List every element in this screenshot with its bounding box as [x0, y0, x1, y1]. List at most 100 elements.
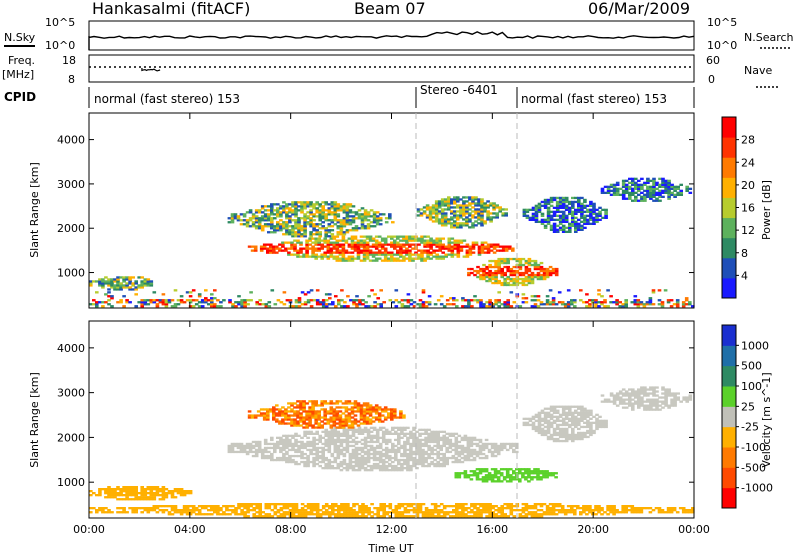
- power-scatter-cell: [483, 210, 487, 213]
- power-scatter-cell: [649, 191, 653, 194]
- velocity-scatter-cell: [372, 446, 377, 450]
- velocity-scatter-cell: [354, 456, 359, 460]
- velocity-scatter-cell: [158, 498, 163, 501]
- velocity-scatter-cell: [412, 428, 416, 431]
- power-scatter-cell: [634, 185, 638, 188]
- power-scatter-cell: [485, 305, 489, 308]
- velocity-scatter-cell: [351, 469, 356, 472]
- power-scatter-cell: [333, 215, 338, 218]
- power-scatter-cell: [477, 202, 481, 205]
- power-scatter-cell: [667, 197, 671, 200]
- power-scatter-cell: [509, 277, 514, 281]
- power-scatter-cell: [365, 245, 370, 248]
- velocity-scatter-cell: [381, 458, 386, 462]
- velocity-scatter-cell: [113, 496, 117, 499]
- power-scatter-cell: [418, 303, 423, 306]
- power-scatter-cell: [521, 271, 526, 275]
- velocity-scatter-cell: [263, 440, 268, 444]
- velocity-scatter-cell: [315, 442, 319, 446]
- power-scatter-cell: [453, 200, 457, 203]
- velocity-scatter-cell: [282, 507, 287, 510]
- velocity-scatter-cell: [673, 394, 677, 397]
- velocity-scatter-cell: [242, 446, 247, 450]
- power-scatter-cell: [552, 198, 557, 202]
- velocity-scatter-cell: [555, 431, 560, 435]
- power-scatter-cell: [579, 289, 583, 292]
- power-scatter-cell: [213, 303, 217, 306]
- power-scatter-cell: [279, 215, 283, 218]
- power-scatter-cell: [89, 303, 93, 306]
- velocity-scatter-cell: [673, 398, 677, 401]
- power-scatter-cell: [512, 279, 517, 283]
- power-scatter-cell: [383, 257, 388, 260]
- power-scatter-cell: [467, 273, 471, 277]
- velocity-scatter-cell: [128, 486, 132, 489]
- velocity-scatter-cell: [673, 400, 677, 403]
- power-scatter-cell: [369, 225, 374, 228]
- velocity-scatter-cell: [372, 456, 377, 460]
- power-scatter-cell: [546, 210, 551, 213]
- velocity-scatter-cell: [360, 456, 365, 460]
- power-scatter-cell: [384, 221, 389, 224]
- velocity-scatter-cell: [282, 440, 286, 444]
- power-scatter-cell: [456, 255, 461, 258]
- power-scatter-cell: [631, 183, 635, 186]
- velocity-scatter-cell: [381, 462, 386, 466]
- velocity-scatter-cell: [288, 460, 292, 464]
- velocity-scatter-cell: [412, 434, 416, 437]
- power-scatter-cell: [107, 291, 111, 294]
- velocity-scatter-cell: [448, 450, 453, 454]
- velocity-scatter-cell: [397, 450, 401, 454]
- power-scatter-cell: [296, 253, 300, 256]
- velocity-scatter-cell: [646, 392, 650, 395]
- velocity-scatter-cell: [296, 414, 300, 417]
- velocity-scatter-cell: [552, 409, 557, 412]
- velocity-scatter-cell: [412, 432, 416, 435]
- power-scatter-cell: [434, 200, 439, 203]
- velocity-scatter-cell: [368, 418, 373, 421]
- velocity-scatter-cell: [406, 426, 410, 429]
- velocity-scatter-cell: [284, 410, 288, 413]
- velocity-scatter-cell: [406, 440, 410, 444]
- power-scatter-cell: [254, 227, 259, 230]
- velocity-scatter-cell: [264, 503, 269, 506]
- power-scatter-cell: [583, 218, 587, 221]
- power-scatter-cell: [483, 247, 488, 250]
- power-scatter-cell: [450, 198, 454, 201]
- power-scatter-cell: [92, 280, 96, 283]
- velocity-scatter-cell: [293, 406, 297, 409]
- velocity-scatter-cell: [381, 448, 386, 452]
- velocity-scatter-cell: [649, 408, 653, 411]
- velocity-scatter-cell: [552, 439, 557, 443]
- velocity-scatter-cell: [357, 432, 362, 435]
- power-scatter-cell: [291, 235, 295, 238]
- power-scatter-cell: [429, 239, 433, 242]
- power-scatter-cell: [259, 245, 264, 248]
- velocity-scatter-cell: [543, 433, 548, 437]
- velocity-scatter-cell: [362, 404, 367, 407]
- power-scatter-cell: [564, 198, 569, 202]
- power-scatter-cell: [405, 249, 409, 252]
- velocity-scatter-cell: [336, 462, 341, 466]
- velocity-scatter-cell: [357, 467, 362, 470]
- velocity-scatter-cell: [302, 400, 306, 403]
- velocity-scatter-cell: [415, 430, 419, 433]
- velocity-scatter-cell: [176, 490, 181, 493]
- power-scatter-cell: [633, 295, 638, 298]
- velocity-scatter-cell: [561, 427, 566, 431]
- velocity-scatter-cell: [279, 503, 284, 506]
- power-scatter-cell: [456, 200, 460, 203]
- velocity-scatter-cell: [339, 464, 344, 468]
- power-scatter-cell: [321, 217, 325, 220]
- velocity-scatter-cell: [342, 430, 347, 433]
- power-scatter-cell: [521, 273, 526, 277]
- power-scatter-cell: [546, 212, 551, 215]
- velocity-scatter-cell: [637, 394, 641, 397]
- power-scatter-cell: [191, 299, 196, 302]
- power-scatter-cell: [483, 220, 487, 223]
- velocity-scatter-cell: [564, 415, 569, 418]
- power-scatter-cell: [270, 223, 274, 226]
- power-scatter-cell: [497, 269, 501, 273]
- power-scatter-cell: [512, 257, 517, 261]
- n-sky-label: N.Sky: [4, 31, 36, 44]
